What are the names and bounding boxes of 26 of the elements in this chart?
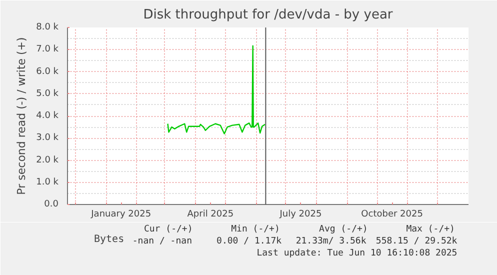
y-axis-title: Pr second read (-) / write (+) (15, 37, 28, 195)
text: 21.33m/ 3.56k (296, 236, 367, 246)
text: Avg (-/+) (319, 224, 368, 234)
y-tick-label: 1.0 k (36, 177, 60, 188)
line-series (167, 45, 266, 134)
y-tick-label: 2.0 k (36, 155, 60, 166)
x-tick-label: July 2025 (278, 210, 322, 220)
text: -nan / -nan (132, 236, 192, 246)
y-tick-label: 3.0 k (36, 133, 60, 144)
y-tick-label: 8.0 k (36, 22, 60, 32)
x-tick-label: October 2025 (361, 210, 423, 220)
text: Cur (-/+) (144, 224, 193, 234)
text: 0.00 / 1.17k (216, 236, 282, 246)
y-tick-label: 4.0 k (36, 111, 60, 121)
text: 558.15 / 29.52k (376, 236, 458, 246)
y-tick-label: 0.0 (44, 200, 59, 210)
chart-title: Disk throughput for /dev/vda - by year (143, 8, 394, 22)
x-tick-label: January 2025 (90, 210, 152, 220)
y-tick-label: 7.0 k (36, 44, 60, 55)
text: Max (-/+) (406, 224, 455, 234)
y-tick-label: 6.0 k (36, 66, 60, 77)
x-tick-label: April 2025 (187, 210, 234, 220)
text: Bytes (94, 234, 124, 245)
text: Min (-/+) (231, 224, 280, 234)
y-tick-label: 5.0 k (36, 88, 60, 99)
text: Last update: Tue Jun 10 16:10:08 2025 (256, 248, 458, 258)
